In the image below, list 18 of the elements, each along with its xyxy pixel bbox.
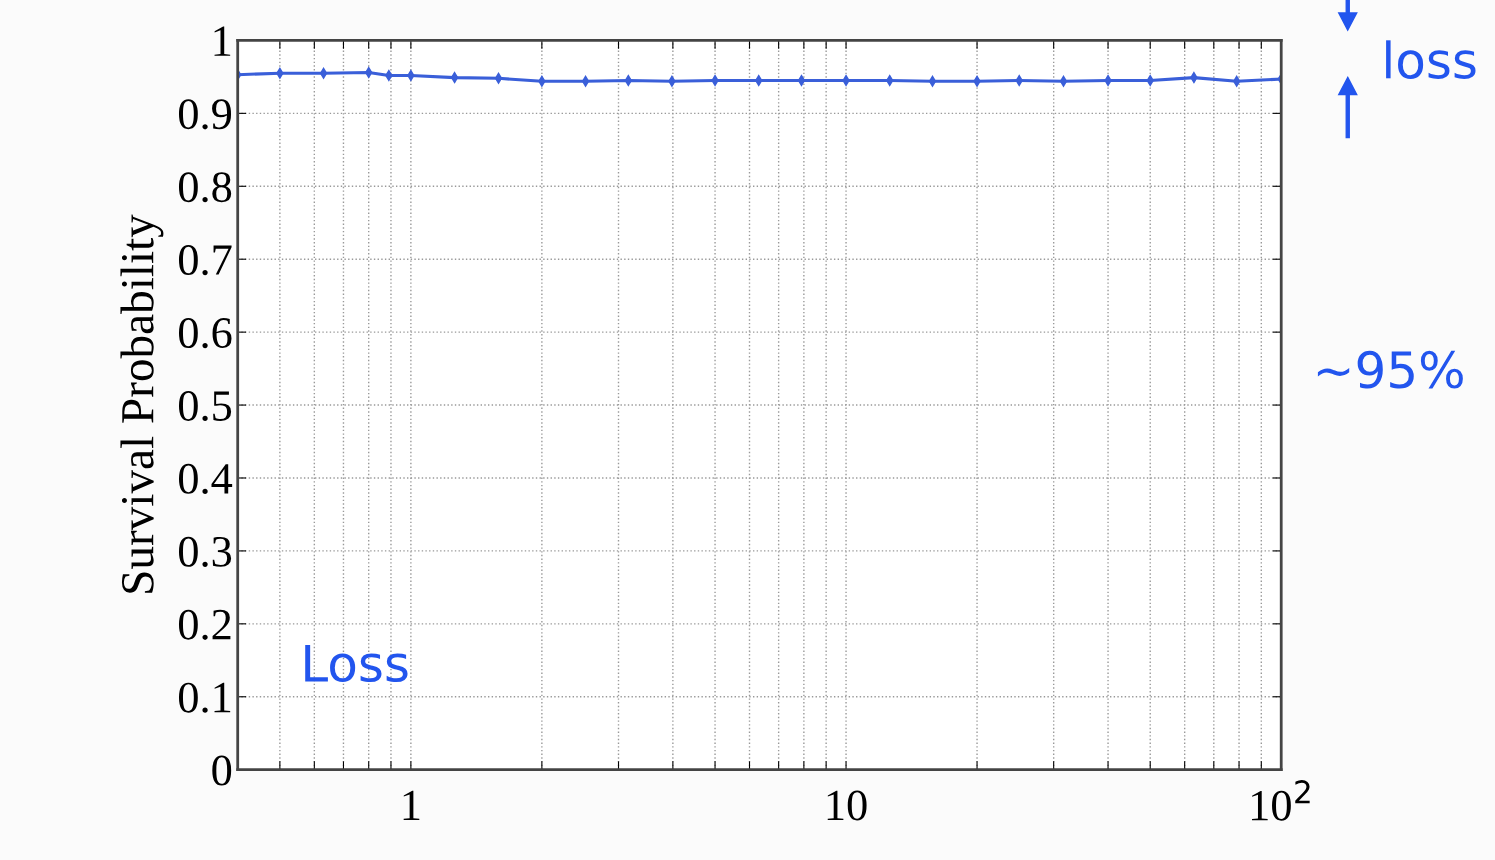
x-tick-label: 10$^{2}$ [1252, 780, 1310, 821]
annotation: Loss [305, 644, 408, 683]
y-tick-label: 1 [214, 26, 231, 56]
y-tick-label: 0.6 [178, 318, 232, 349]
y-tick-label: 0.9 [178, 99, 232, 130]
x-tick-label: 10 [827, 790, 867, 821]
text: loss [1386, 40, 1476, 80]
y-tick-label: 0.5 [178, 390, 232, 422]
text: ~95% [1317, 350, 1463, 389]
y-tick-label: 0.3 [178, 536, 232, 567]
y-tick-label: 0.4 [178, 463, 233, 495]
y-tick-label: 0.7 [178, 245, 232, 276]
y-tick-label: 0 [212, 755, 232, 786]
y-axis-title: Survival Probability [120, 214, 164, 593]
y-tick-label: 0.8 [178, 172, 232, 203]
y-tick-label: 0.1 [178, 682, 231, 713]
x-tick-label: 1 [403, 790, 420, 820]
y-tick-label: 0.2 [178, 609, 231, 640]
